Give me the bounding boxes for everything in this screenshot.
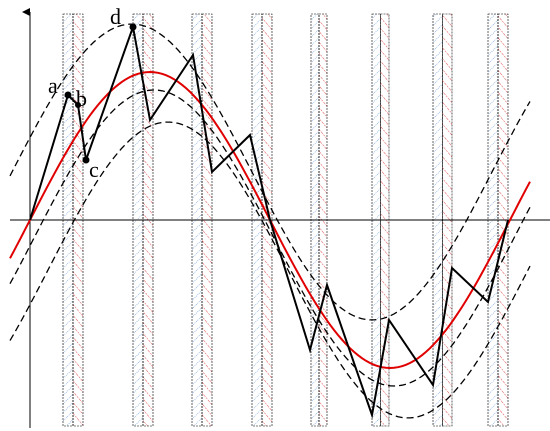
point bbox=[64, 91, 72, 99]
point-label: d bbox=[110, 4, 121, 29]
bound-lower bbox=[9, 121, 531, 419]
point bbox=[129, 23, 137, 31]
point-label: b bbox=[76, 86, 87, 111]
point bbox=[75, 102, 81, 108]
zigzag bbox=[29, 23, 509, 419]
point-label: a bbox=[48, 73, 58, 98]
bound-upper bbox=[9, 23, 531, 321]
point-label: c bbox=[89, 157, 99, 182]
point bbox=[82, 156, 90, 164]
